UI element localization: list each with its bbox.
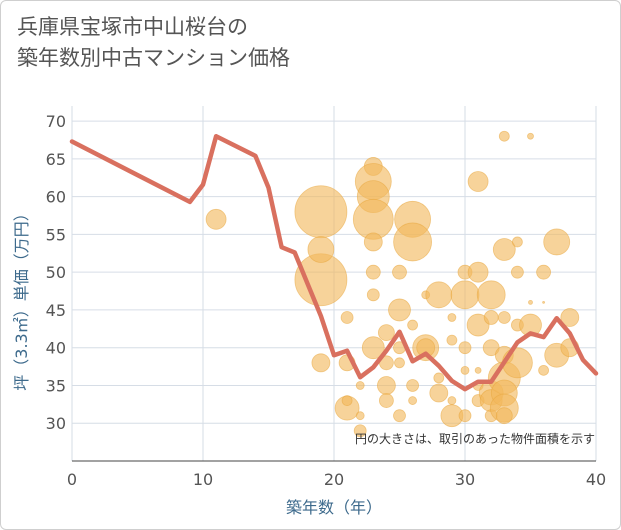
bubble-point [388,298,411,322]
y-tick-label: 70 [46,112,66,131]
bubble-point [474,366,482,374]
bubble-point [476,280,506,310]
bubble-point [294,185,348,239]
bubble-point [394,357,405,369]
bubble-point [528,299,533,305]
bubble-point [393,222,433,262]
bubble-point [446,334,458,346]
bubble-point [407,319,419,331]
chart-title: 兵庫県宝塚市中山桜台の 築年数別中古マンション価格 [17,12,437,74]
x-tick-label: 10 [193,470,213,489]
chart-title-line-2: 築年数別中古マンション価格 [17,46,290,70]
bubble-point [447,396,457,405]
bubble-point [467,171,489,192]
bubble-point [361,336,385,360]
y-tick-label: 35 [46,376,66,395]
bubble-point [355,411,365,421]
bubble-point [433,372,445,384]
y-tick-label: 65 [46,150,66,169]
bubble-point [447,313,457,322]
bubble-point [429,383,449,403]
bubble-point [406,379,420,392]
bubble-point [393,409,406,423]
x-axis-title: 築年数（年） [286,498,382,517]
bubble-point [355,381,365,390]
bubble-point [542,300,545,304]
bubble-point [560,308,580,327]
size-annotation: 円の大きさは、取引のあった物件面積を示す [355,431,595,446]
bubble-point [378,393,394,408]
bubble-point [538,364,549,376]
bubble-point [408,396,418,405]
bubble-point [483,310,499,325]
bubble-point [205,208,227,230]
bubble-point [495,407,513,425]
bubble-point [365,264,381,280]
y-tick-label: 30 [46,414,66,433]
bubble-point [458,341,472,355]
bubble-point [366,288,380,302]
bubble-point [340,311,354,324]
y-tick-label: 40 [46,339,66,358]
bubble-point [363,232,383,252]
chart-title-line-1: 兵庫県宝塚市中山桜台の [17,15,248,39]
price-line-series [69,133,599,392]
bubble-point [458,409,472,423]
axis-ticks: 0 10 20 30 40 30 35 40 45 50 55 60 65 70 [46,112,607,489]
bubble-point [492,238,516,261]
bubble-point [311,353,331,373]
y-tick-label: 55 [46,225,66,244]
bubble-point [341,395,353,406]
bubble-point [466,313,490,337]
bubble-point [511,265,524,279]
x-tick-label: 0 [67,470,77,489]
bubble-point [353,424,367,438]
x-tick-label: 20 [324,470,344,489]
bubble-point [307,236,335,263]
bubble-point [543,228,571,256]
bubble-point [498,130,510,142]
bubble-point [467,261,489,283]
y-tick-label: 45 [46,301,66,320]
bubble-point [502,347,533,379]
bubble-point [527,132,534,140]
bubble-series [205,130,580,438]
bubble-point [512,236,523,248]
price-line [69,133,599,392]
bubble-point [450,280,480,310]
x-tick-label: 30 [455,470,475,489]
bubble-point [536,264,551,280]
bubble-point [376,376,396,395]
bubble-point [425,281,453,309]
bubble-point [460,365,470,375]
bubble-point [497,311,511,324]
x-tick-label: 40 [586,470,606,489]
y-tick-label: 50 [46,263,66,282]
bubble-point [392,264,407,280]
bubble-point [377,324,395,341]
y-tick-label: 60 [46,188,66,207]
y-axis-title: 坪（3.3㎡）単価（万円） [12,205,31,390]
